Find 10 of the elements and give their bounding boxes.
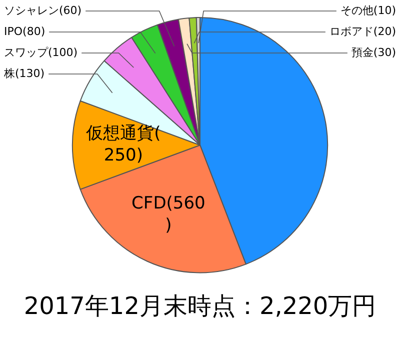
slice-label: スワップ(100) (4, 46, 78, 59)
slice-label: 株(130) (3, 66, 45, 80)
slice-label: CFD(560) (132, 193, 206, 236)
slice-label: IPO(80) (4, 24, 46, 38)
slice-label: 仮想通貨(250) (85, 124, 161, 166)
text: 2017年12月末時点：2,220万円 (24, 292, 376, 320)
slice-label: その他(10) (340, 4, 396, 17)
slice-label: 預金(30) (351, 46, 396, 59)
slice-label: ロボアド(20) (329, 24, 396, 38)
slice-label: ソシャレン(60) (4, 4, 82, 17)
